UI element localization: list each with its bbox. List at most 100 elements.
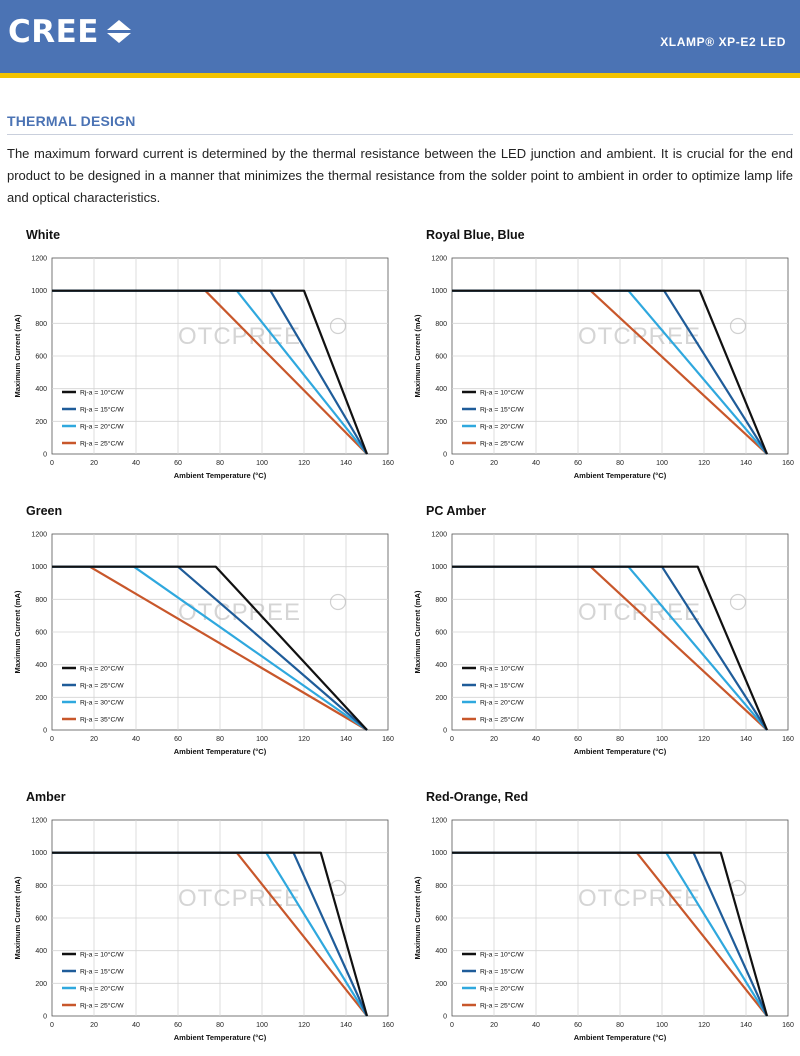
y-tick-label: 1000	[31, 288, 47, 295]
y-tick-label: 1000	[31, 564, 47, 571]
header-accent-rule	[0, 73, 800, 78]
y-axis-label: Maximum Current (mA)	[13, 314, 22, 397]
y-tick-label: 1200	[31, 256, 47, 263]
y-tick-label: 1000	[431, 564, 447, 571]
legend-label: Rj-a = 20°C/W	[480, 985, 524, 993]
chart-white: White 0 20 40 60 80 100 120 140 160 0 200 400 600 800 1…	[0, 222, 400, 494]
y-tick-label: 400	[35, 662, 47, 669]
x-axis-label: Ambient Temperature (°C)	[574, 1033, 667, 1042]
y-tick-label: 600	[435, 630, 447, 637]
x-tick-label: 160	[782, 736, 794, 743]
x-tick-label: 120	[698, 736, 710, 743]
x-tick-label: 60	[574, 1022, 582, 1029]
chart-svg: Royal Blue, Blue 0 20 40 60 80 100 120 140 160 0 20…	[413, 228, 794, 480]
series-line	[452, 565, 769, 731]
y-tick-label: 400	[435, 948, 447, 955]
chart-title: Red-Orange, Red	[426, 790, 528, 804]
chart-svg: Green 0 20 40 60 80 100 120 140 160 0 200 400 600 800 1…	[13, 504, 394, 756]
chart-pc-amber: PC Amber 0 20 40 60 80 100 120 140 160 0 200 400 600 8…	[400, 498, 800, 770]
x-tick-label: 80	[216, 460, 224, 467]
x-tick-label: 120	[298, 736, 310, 743]
series-line	[452, 851, 769, 1017]
y-tick-label: 0	[443, 728, 447, 735]
x-tick-label: 40	[132, 460, 140, 467]
y-axis-label: Maximum Current (mA)	[413, 590, 422, 673]
x-tick-label: 40	[532, 736, 540, 743]
y-tick-label: 800	[35, 883, 47, 890]
legend-label: Rj-a = 25°C/W	[480, 1002, 524, 1010]
x-tick-label: 140	[740, 1022, 752, 1029]
cree-mark-icon	[106, 20, 131, 43]
x-tick-label: 60	[174, 1022, 182, 1029]
chart-title: PC Amber	[426, 504, 486, 518]
y-tick-label: 0	[43, 728, 47, 735]
y-tick-label: 400	[435, 662, 447, 669]
chart-svg: Red-Orange, Red 0 20 40 60 80 100 120 140 160 0 200…	[413, 790, 794, 1042]
series-line	[52, 289, 369, 455]
x-tick-label: 20	[90, 460, 98, 467]
watermark-text: OTCPREE	[178, 599, 301, 626]
x-tick-label: 140	[340, 460, 352, 467]
chart-royal-blue: Royal Blue, Blue 0 20 40 60 80 100 120 140 160 0 20…	[400, 222, 800, 494]
y-axis-label: Maximum Current (mA)	[13, 590, 22, 673]
x-tick-label: 120	[298, 1022, 310, 1029]
product-name: XLAMP® XP-E2 LED	[660, 35, 786, 49]
x-tick-label: 60	[574, 736, 582, 743]
y-tick-label: 1200	[431, 818, 447, 825]
legend-label: Rj-a = 30°C/W	[80, 699, 124, 707]
y-tick-label: 200	[35, 695, 47, 702]
y-tick-label: 600	[35, 354, 47, 361]
section-title: THERMAL DESIGN	[7, 113, 136, 129]
y-tick-label: 600	[35, 630, 47, 637]
x-tick-label: 0	[50, 1022, 54, 1029]
x-axis-label: Ambient Temperature (°C)	[574, 471, 667, 480]
legend-label: Rj-a = 25°C/W	[480, 440, 524, 448]
chart-title: White	[26, 228, 60, 242]
y-tick-label: 0	[43, 1014, 47, 1021]
chart-svg: PC Amber 0 20 40 60 80 100 120 140 160 0 200 400 600 8…	[413, 504, 794, 756]
x-tick-label: 60	[574, 460, 582, 467]
x-tick-label: 0	[450, 460, 454, 467]
series-line	[52, 565, 368, 731]
y-tick-label: 600	[435, 354, 447, 361]
x-tick-label: 80	[216, 736, 224, 743]
x-tick-label: 0	[50, 460, 54, 467]
watermark-text: OTCPREE	[178, 323, 301, 350]
x-tick-label: 100	[256, 460, 268, 467]
y-tick-label: 1200	[431, 256, 447, 263]
legend-label: Rj-a = 20°C/W	[480, 423, 524, 431]
y-tick-label: 0	[443, 1014, 447, 1021]
series-line	[452, 289, 769, 455]
y-tick-label: 200	[435, 419, 447, 426]
legend-label: Rj-a = 10°C/W	[480, 951, 524, 959]
x-tick-label: 80	[616, 736, 624, 743]
y-tick-label: 600	[435, 916, 447, 923]
legend-label: Rj-a = 20°C/W	[480, 699, 524, 707]
registered-mark-icon	[729, 317, 747, 335]
x-tick-label: 40	[132, 1022, 140, 1029]
y-tick-label: 200	[35, 981, 47, 988]
y-tick-label: 400	[35, 386, 47, 393]
x-tick-label: 40	[532, 460, 540, 467]
x-tick-label: 120	[698, 460, 710, 467]
x-tick-label: 40	[132, 736, 140, 743]
y-tick-label: 800	[435, 321, 447, 328]
legend-label: Rj-a = 25°C/W	[80, 682, 124, 690]
x-tick-label: 160	[382, 460, 394, 467]
y-tick-label: 200	[435, 695, 447, 702]
x-tick-label: 60	[174, 736, 182, 743]
x-tick-label: 100	[256, 1022, 268, 1029]
chart-title: Green	[26, 504, 62, 518]
legend-label: Rj-a = 15°C/W	[480, 682, 524, 690]
page-header: CREE XLAMP® XP-E2 LED	[0, 0, 800, 73]
x-tick-label: 140	[340, 736, 352, 743]
legend-label: Rj-a = 15°C/W	[80, 406, 124, 414]
legend-label: Rj-a = 25°C/W	[80, 1002, 124, 1010]
x-tick-label: 0	[450, 1022, 454, 1029]
y-tick-label: 0	[43, 452, 47, 459]
x-tick-label: 100	[656, 736, 668, 743]
x-tick-label: 100	[656, 1022, 668, 1029]
x-tick-label: 20	[90, 1022, 98, 1029]
x-tick-label: 160	[382, 736, 394, 743]
y-tick-label: 0	[443, 452, 447, 459]
